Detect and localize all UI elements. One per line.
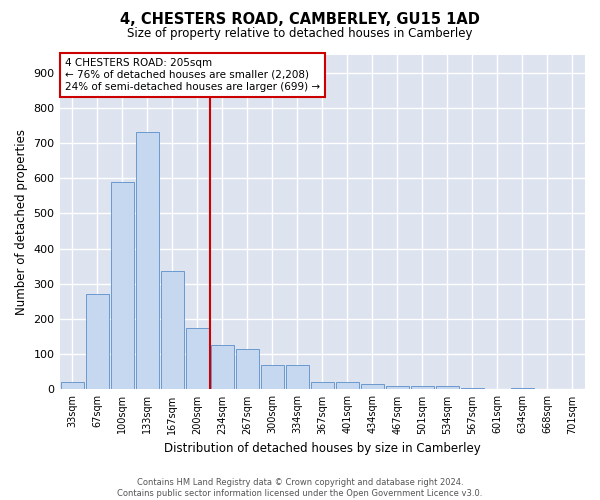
Bar — [136, 132, 158, 390]
Bar — [461, 388, 484, 390]
Text: Contains HM Land Registry data © Crown copyright and database right 2024.
Contai: Contains HM Land Registry data © Crown c… — [118, 478, 482, 498]
Text: 4 CHESTERS ROAD: 205sqm
← 76% of detached houses are smaller (2,208)
24% of semi: 4 CHESTERS ROAD: 205sqm ← 76% of detache… — [65, 58, 320, 92]
Bar — [61, 382, 83, 390]
Bar — [286, 365, 309, 390]
Bar — [336, 382, 359, 390]
Bar — [261, 365, 284, 390]
Y-axis label: Number of detached properties: Number of detached properties — [15, 129, 28, 315]
Bar — [311, 382, 334, 390]
Text: Size of property relative to detached houses in Camberley: Size of property relative to detached ho… — [127, 28, 473, 40]
Bar — [86, 294, 109, 390]
Text: 4, CHESTERS ROAD, CAMBERLEY, GU15 1AD: 4, CHESTERS ROAD, CAMBERLEY, GU15 1AD — [120, 12, 480, 28]
Bar — [236, 349, 259, 390]
Bar — [511, 388, 534, 390]
Bar — [161, 272, 184, 390]
Bar — [185, 328, 209, 390]
Bar — [386, 386, 409, 390]
Bar — [411, 386, 434, 390]
Bar — [211, 346, 233, 390]
Bar — [110, 182, 134, 390]
Bar — [361, 384, 384, 390]
Bar — [436, 386, 459, 390]
X-axis label: Distribution of detached houses by size in Camberley: Distribution of detached houses by size … — [164, 442, 481, 455]
